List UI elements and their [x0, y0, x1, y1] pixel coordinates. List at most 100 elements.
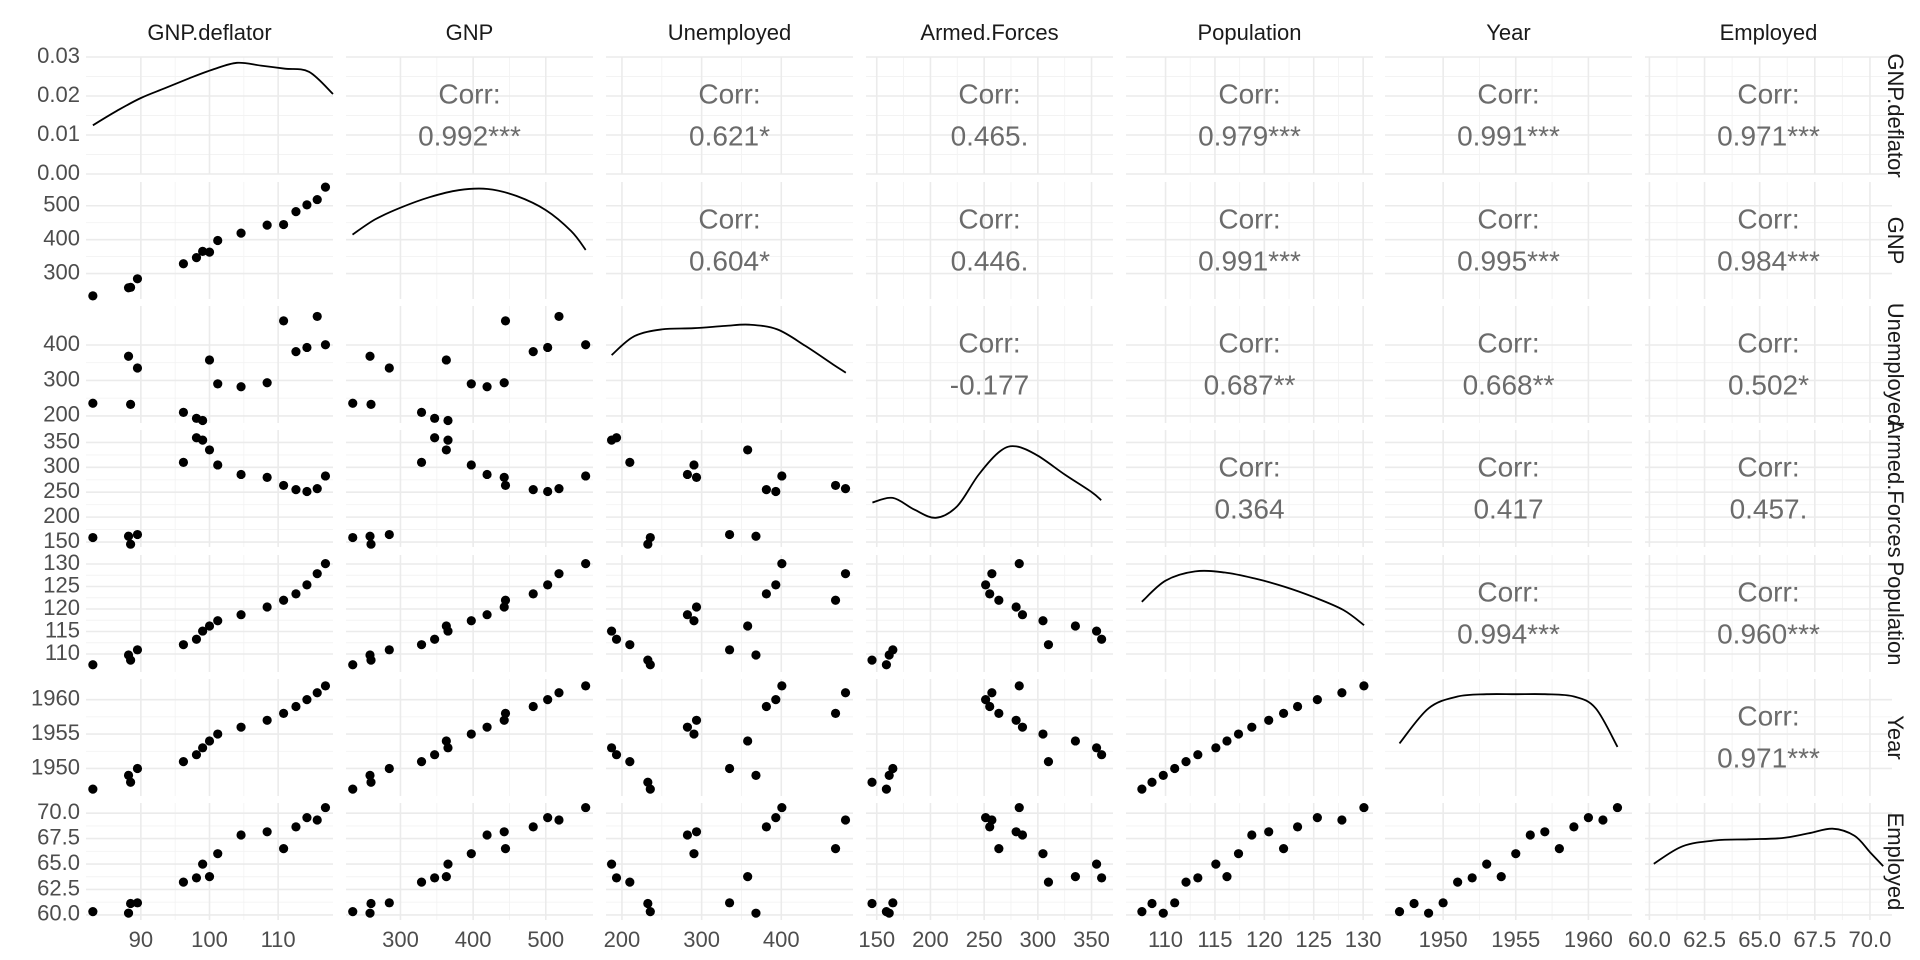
corr-value: -0.177	[950, 370, 1029, 401]
data-point	[312, 815, 322, 825]
data-point	[1091, 626, 1102, 636]
data-point	[840, 484, 851, 494]
y-tick-label: 0.03	[37, 43, 80, 68]
data-point	[1137, 907, 1147, 917]
data-point	[123, 770, 134, 780]
data-point	[1292, 701, 1303, 712]
data-point	[466, 849, 476, 859]
data-point	[1038, 616, 1048, 626]
data-point	[132, 763, 143, 774]
data-point	[348, 660, 358, 670]
data-point	[1423, 908, 1434, 918]
data-point	[213, 379, 223, 389]
data-point	[384, 645, 394, 655]
data-point	[482, 722, 492, 732]
corr-value: 0.979***	[1198, 121, 1301, 152]
data-point	[643, 655, 653, 665]
data-point	[443, 435, 453, 445]
data-point	[279, 316, 289, 326]
data-point	[204, 621, 215, 631]
corr-label: Corr:	[1737, 452, 1799, 483]
data-point	[1312, 813, 1322, 823]
data-point	[1097, 634, 1107, 644]
data-point	[625, 877, 635, 887]
data-point	[500, 844, 511, 854]
y-tick-label: 1955	[31, 720, 80, 745]
data-point	[1264, 827, 1274, 837]
data-point	[625, 457, 635, 468]
data-point	[867, 777, 877, 787]
column-strip-label-employed: Employed	[1720, 20, 1818, 45]
data-point	[840, 688, 851, 698]
data-point	[554, 569, 564, 579]
data-point	[384, 898, 394, 908]
data-point	[840, 815, 851, 825]
data-point	[312, 484, 322, 494]
data-point	[1158, 908, 1168, 918]
label-layer: GNP.deflator GNP Unemployed Armed.Forces Pop…	[31, 20, 1908, 952]
data-point	[1014, 681, 1024, 691]
data-point	[416, 407, 427, 417]
data-point	[466, 460, 476, 470]
data-point	[262, 827, 272, 837]
x-tick-label: 65.0	[1738, 927, 1781, 952]
data-point	[528, 347, 538, 357]
data-point	[1043, 756, 1054, 767]
data-point	[416, 756, 427, 767]
data-point	[1554, 844, 1564, 854]
data-point	[88, 784, 98, 794]
data-point	[771, 580, 781, 590]
data-point	[643, 777, 653, 787]
data-point	[1043, 640, 1054, 650]
data-point	[606, 743, 617, 753]
data-point	[830, 708, 841, 719]
density-curve-gnp-deflator	[92, 61, 334, 127]
x-tick-label: 200	[912, 927, 949, 952]
data-point	[416, 457, 427, 468]
data-point	[198, 743, 208, 753]
density-curve-year	[1398, 693, 1619, 748]
data-point	[543, 580, 553, 590]
data-point	[689, 729, 699, 739]
y-tick-label: 67.5	[37, 824, 80, 849]
data-point	[500, 708, 511, 719]
row-strip-label-gnp-deflator: GNP.deflator	[1883, 53, 1908, 177]
grid-layer	[86, 56, 1892, 920]
corr-value: 0.991***	[1198, 246, 1301, 277]
data-point	[499, 472, 509, 482]
data-point	[691, 715, 702, 725]
data-point	[981, 695, 991, 705]
data-point	[482, 469, 492, 480]
data-point	[689, 616, 699, 626]
x-tick-label: 67.5	[1793, 927, 1836, 952]
data-point	[1181, 877, 1191, 887]
x-tick-label: 300	[683, 927, 720, 952]
data-point	[743, 621, 753, 631]
data-point	[348, 532, 358, 543]
data-point	[1091, 743, 1102, 753]
data-point	[691, 472, 702, 482]
data-point	[482, 382, 492, 392]
data-point	[1312, 695, 1322, 705]
row-strip-label-employed: Employed	[1883, 813, 1908, 911]
data-point	[1222, 872, 1232, 882]
data-point	[761, 822, 771, 832]
data-point	[994, 708, 1004, 719]
data-point	[581, 802, 591, 813]
data-point	[213, 616, 223, 626]
corr-value: 0.984***	[1717, 246, 1820, 277]
data-point	[279, 480, 289, 491]
data-point	[348, 784, 358, 794]
data-point	[867, 898, 877, 909]
column-strip-label-gnp-deflator: GNP.deflator	[147, 20, 271, 45]
data-point	[204, 872, 215, 882]
column-strip-label-gnp: GNP	[446, 20, 494, 45]
data-point	[291, 347, 301, 357]
data-point	[312, 311, 322, 322]
data-point	[443, 743, 453, 753]
data-point	[1337, 688, 1347, 698]
data-point	[606, 435, 617, 445]
data-point	[581, 471, 591, 481]
data-point	[482, 610, 492, 620]
data-point	[554, 484, 564, 494]
